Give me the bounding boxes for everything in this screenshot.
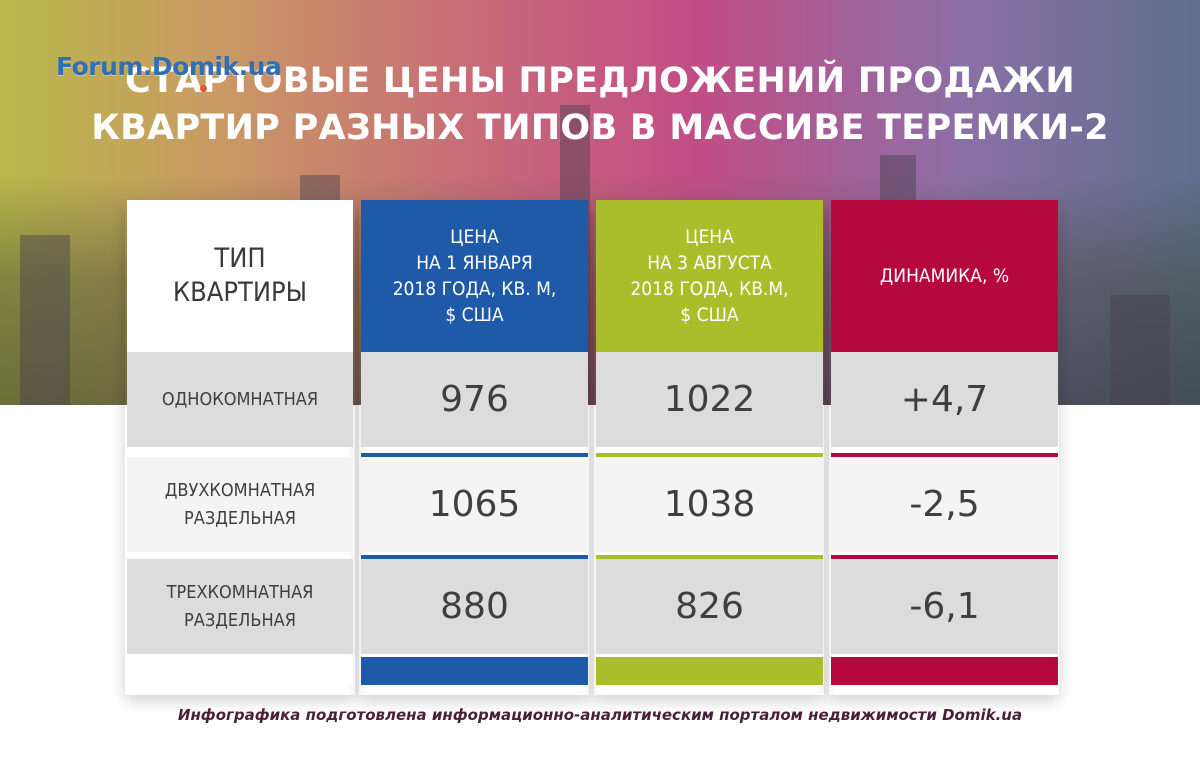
row-2-type-line: раздельная	[184, 507, 296, 529]
row-2-type: Двухкомнатная раздельная	[127, 457, 353, 552]
page-title: Стартовые цены предложений продажи кварт…	[60, 58, 1140, 152]
row-2-dynamics-value: -2,5	[831, 457, 1058, 552]
row-1-dynamics-value: +4,7	[831, 352, 1058, 447]
watermark-logo: Forum.Domik.ua	[56, 52, 282, 92]
building-shape	[20, 235, 70, 405]
column-footer-type	[127, 657, 353, 685]
row-1-jan-value: 976	[361, 352, 588, 447]
row-separator-aug	[596, 555, 823, 559]
row-separator-aug	[596, 453, 823, 457]
title-line-2: квартир разных типов в массиве Теремки-2	[91, 108, 1109, 148]
row-1-type: Однокомнатная	[127, 352, 353, 447]
header-type-line: квартиры	[172, 277, 308, 308]
header-type-line: Тип	[214, 243, 266, 274]
header-jan-price: Цена на 1 января 2018 года, кв. м, $ США	[361, 200, 588, 352]
column-footer-aug	[596, 657, 823, 685]
title-line-1: Стартовые цены предложений продажи	[124, 61, 1076, 101]
row-3-jan-value: 880	[361, 559, 588, 654]
header-jan-line: $ США	[445, 304, 504, 326]
header-jan-line: 2018 года, кв. м,	[392, 278, 557, 300]
header-aug-line: $ США	[680, 304, 739, 326]
row-separator-dynamics	[831, 453, 1058, 457]
header-aug-line: Цена	[685, 226, 734, 248]
header-dynamics: Динамика, %	[831, 200, 1058, 352]
row-3-type-line: раздельная	[184, 609, 296, 631]
watermark-text: Forum.Domik.ua	[56, 52, 282, 81]
header-jan-line: Цена	[450, 226, 499, 248]
row-separator-jan	[361, 555, 588, 559]
row-2-aug-value: 1038	[596, 457, 823, 552]
header-type: Тип квартиры	[127, 200, 353, 352]
row-1-aug-value: 1022	[596, 352, 823, 447]
logo-dot-icon	[200, 85, 207, 92]
row-3-type-line: Трехкомнатная	[166, 581, 314, 603]
row-3-dynamics-value: -6,1	[831, 559, 1058, 654]
row-2-type-line: Двухкомнатная	[164, 479, 316, 501]
building-shape	[1110, 295, 1170, 405]
row-3-aug-value: 826	[596, 559, 823, 654]
row-2-jan-value: 1065	[361, 457, 588, 552]
header-jan-line: на 1 января	[416, 252, 533, 274]
column-footer-dynamics	[831, 657, 1058, 685]
header-aug-price: Цена на 3 августа 2018 года, кв.м, $ США	[596, 200, 823, 352]
row-separator-jan	[361, 453, 588, 457]
header-aug-line: 2018 года, кв.м,	[630, 278, 789, 300]
column-footer-jan	[361, 657, 588, 685]
row-separator-dynamics	[831, 555, 1058, 559]
header-aug-line: на 3 августа	[647, 252, 772, 274]
header-dynamics-line: Динамика, %	[879, 265, 1010, 287]
footer-credit: Инфографика подготовлена информационно-а…	[177, 706, 1023, 724]
row-1-type-line: Однокомнатная	[161, 388, 319, 410]
row-3-type: Трехкомнатная раздельная	[127, 559, 353, 654]
